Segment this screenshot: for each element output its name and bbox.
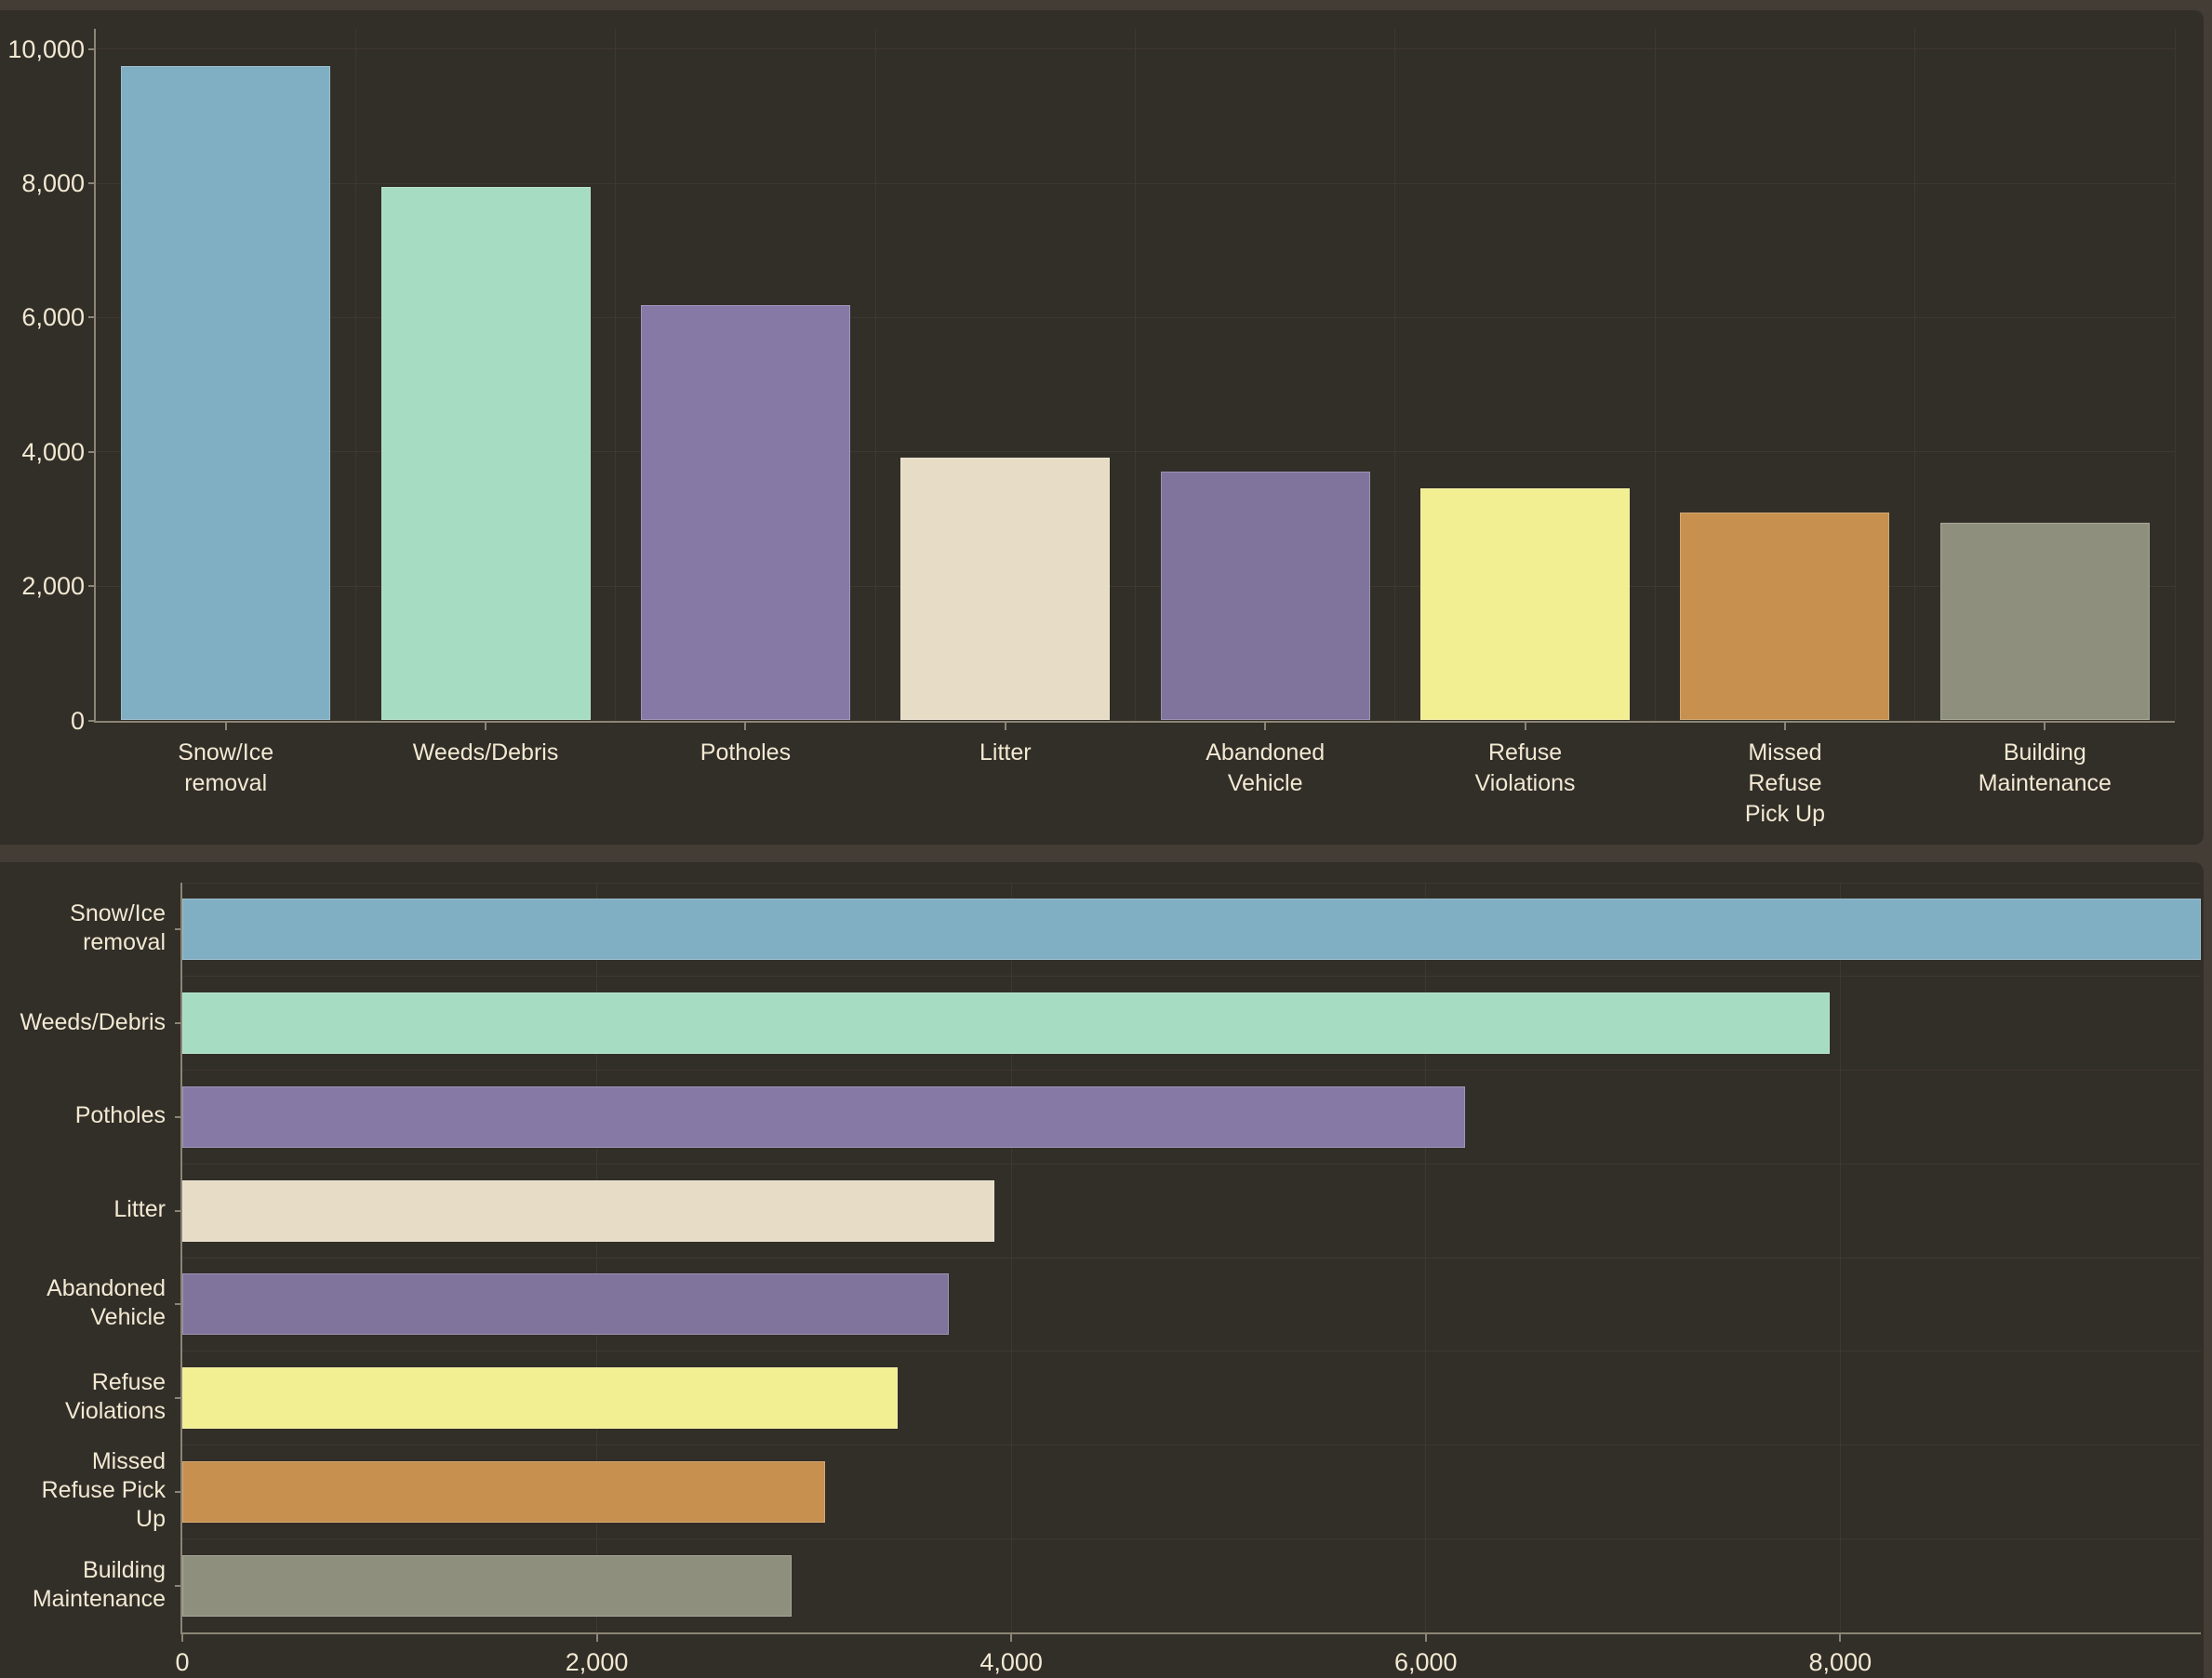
bar-chart-panel: 0 2,000 4,000 6,000 8,000 Snow/Ice removal Wee… <box>0 862 2204 1678</box>
x-axis-tick-label: 4,000 <box>979 1648 1043 1676</box>
category-label: Abandoned Vehicle <box>1206 739 1326 796</box>
y-axis-tick-label: 8,000 <box>21 169 85 198</box>
gridline-horizontal <box>182 976 2201 978</box>
x-axis-tick-label: 2,000 <box>565 1648 629 1676</box>
gridline-horizontal <box>182 1163 2201 1165</box>
x-axis-tick-mark <box>1424 1634 1427 1642</box>
y-axis-tick-mark <box>175 1022 182 1025</box>
y-axis-tick-mark <box>175 1490 182 1493</box>
bar-weeds-debris[interactable] <box>182 992 1831 1055</box>
x-axis-tick-mark <box>595 1634 598 1642</box>
x-axis-tick-mark <box>1839 1634 1842 1642</box>
bar-litter[interactable] <box>900 457 1111 721</box>
y-axis-tick-label: 10,000 <box>7 34 85 63</box>
category-label: Building Maintenance <box>32 1556 166 1612</box>
x-axis-tick-label: 6,000 <box>1393 1648 1458 1676</box>
bar-building-maintenance[interactable] <box>1939 523 2150 721</box>
y-axis-tick-mark <box>88 719 96 722</box>
x-axis-line <box>180 1632 2201 1634</box>
column-chart-panel: 0 2,000 4,000 6,000 8,000 10,000 Snow/Ice remo… <box>0 10 2204 845</box>
gridline-horizontal <box>182 1070 2201 1071</box>
category-label: Building Maintenance <box>1978 739 2112 796</box>
y-axis-tick-label: 2,000 <box>21 572 85 601</box>
bar-abandoned-vehicle[interactable] <box>182 1273 950 1336</box>
bar-snow-ice-removal[interactable] <box>121 66 331 721</box>
bar-missed-refuse-pick-up[interactable] <box>182 1460 825 1523</box>
bar-snow-ice-removal[interactable] <box>182 899 2201 961</box>
x-axis-tick-label: 8,000 <box>1808 1648 1872 1676</box>
category-label: Missed Refuse Pick Up <box>1744 739 1825 827</box>
bar-refuse-violations[interactable] <box>182 1367 898 1430</box>
gridline-vertical <box>1135 29 1136 721</box>
y-axis-tick-mark <box>175 1115 182 1118</box>
x-axis-tick-mark <box>1524 722 1526 730</box>
category-label: Missed Refuse Pick Up <box>41 1448 166 1533</box>
y-axis-tick-label: 4,000 <box>21 437 85 466</box>
y-axis-tick-mark <box>175 928 182 931</box>
category-label: Weeds/Debris <box>412 739 559 766</box>
gridline-vertical <box>354 29 356 721</box>
y-axis-tick-mark <box>175 1303 182 1306</box>
y-axis-tick-mark <box>88 585 96 588</box>
x-axis-tick-mark <box>485 722 487 730</box>
gridline-vertical <box>1914 29 1916 721</box>
bar-missed-refuse-pick-up[interactable] <box>1680 512 1890 721</box>
x-axis-tick-mark <box>1264 722 1267 730</box>
y-axis-tick-mark <box>88 450 96 453</box>
category-label: Abandoned Vehicle <box>47 1275 166 1331</box>
y-axis-tick-label: 6,000 <box>21 303 85 332</box>
y-axis-tick-mark <box>88 182 96 185</box>
x-axis-tick-mark <box>181 1634 183 1642</box>
category-label: Snow/Ice removal <box>178 739 274 796</box>
gridline-vertical <box>1394 29 1396 721</box>
x-axis-tick-mark <box>2044 722 2046 730</box>
bar-chart-plot-area: 0 2,000 4,000 6,000 8,000 Snow/Ice removal Wee… <box>0 862 2204 1678</box>
category-label: Refuse Violations <box>1474 739 1576 796</box>
x-axis-tick-mark <box>1010 1634 1013 1642</box>
y-axis-tick-mark <box>175 1584 182 1587</box>
bar-potholes[interactable] <box>182 1085 1466 1148</box>
gridline-horizontal <box>182 882 2201 884</box>
category-label: Potholes <box>700 739 792 766</box>
bar-building-maintenance[interactable] <box>182 1554 792 1617</box>
x-axis-tick-mark <box>1004 722 1006 730</box>
category-label: Weeds/Debris <box>20 1008 166 1035</box>
gridline-vertical <box>874 29 876 721</box>
bar-weeds-debris[interactable] <box>380 186 591 721</box>
category-label: Potholes <box>74 1102 166 1129</box>
panel-divider <box>0 845 2212 862</box>
x-axis-tick-mark <box>1783 722 1786 730</box>
x-axis-tick-label: 0 <box>175 1648 190 1676</box>
gridline-horizontal <box>182 1538 2201 1539</box>
category-label: Refuse Violations <box>65 1369 166 1425</box>
y-axis-tick-mark <box>88 47 96 50</box>
bar-litter[interactable] <box>182 1179 995 1242</box>
x-axis-tick-mark <box>744 722 747 730</box>
y-axis-line <box>94 29 96 723</box>
y-axis-tick-mark <box>175 1397 182 1400</box>
y-axis-line <box>180 883 182 1632</box>
category-label: Snow/Ice removal <box>70 900 166 956</box>
gridline-vertical <box>2174 29 2176 721</box>
column-chart-plot-area: 0 2,000 4,000 6,000 8,000 10,000 Snow/Ice remo… <box>0 10 2204 845</box>
category-label: Litter <box>979 739 1032 766</box>
gridline-horizontal <box>182 1351 2201 1352</box>
y-axis-tick-label: 0 <box>70 706 85 735</box>
x-axis-line <box>94 720 2175 723</box>
gridline-vertical <box>615 29 617 721</box>
category-label: Litter <box>113 1196 166 1223</box>
y-axis-tick-mark <box>175 1209 182 1212</box>
x-axis-tick-mark <box>224 722 227 730</box>
bar-abandoned-vehicle[interactable] <box>1160 472 1370 721</box>
bar-refuse-violations[interactable] <box>1420 488 1631 721</box>
bar-potholes[interactable] <box>640 304 850 721</box>
gridline-vertical <box>1654 29 1656 721</box>
y-axis-tick-mark <box>88 316 96 319</box>
